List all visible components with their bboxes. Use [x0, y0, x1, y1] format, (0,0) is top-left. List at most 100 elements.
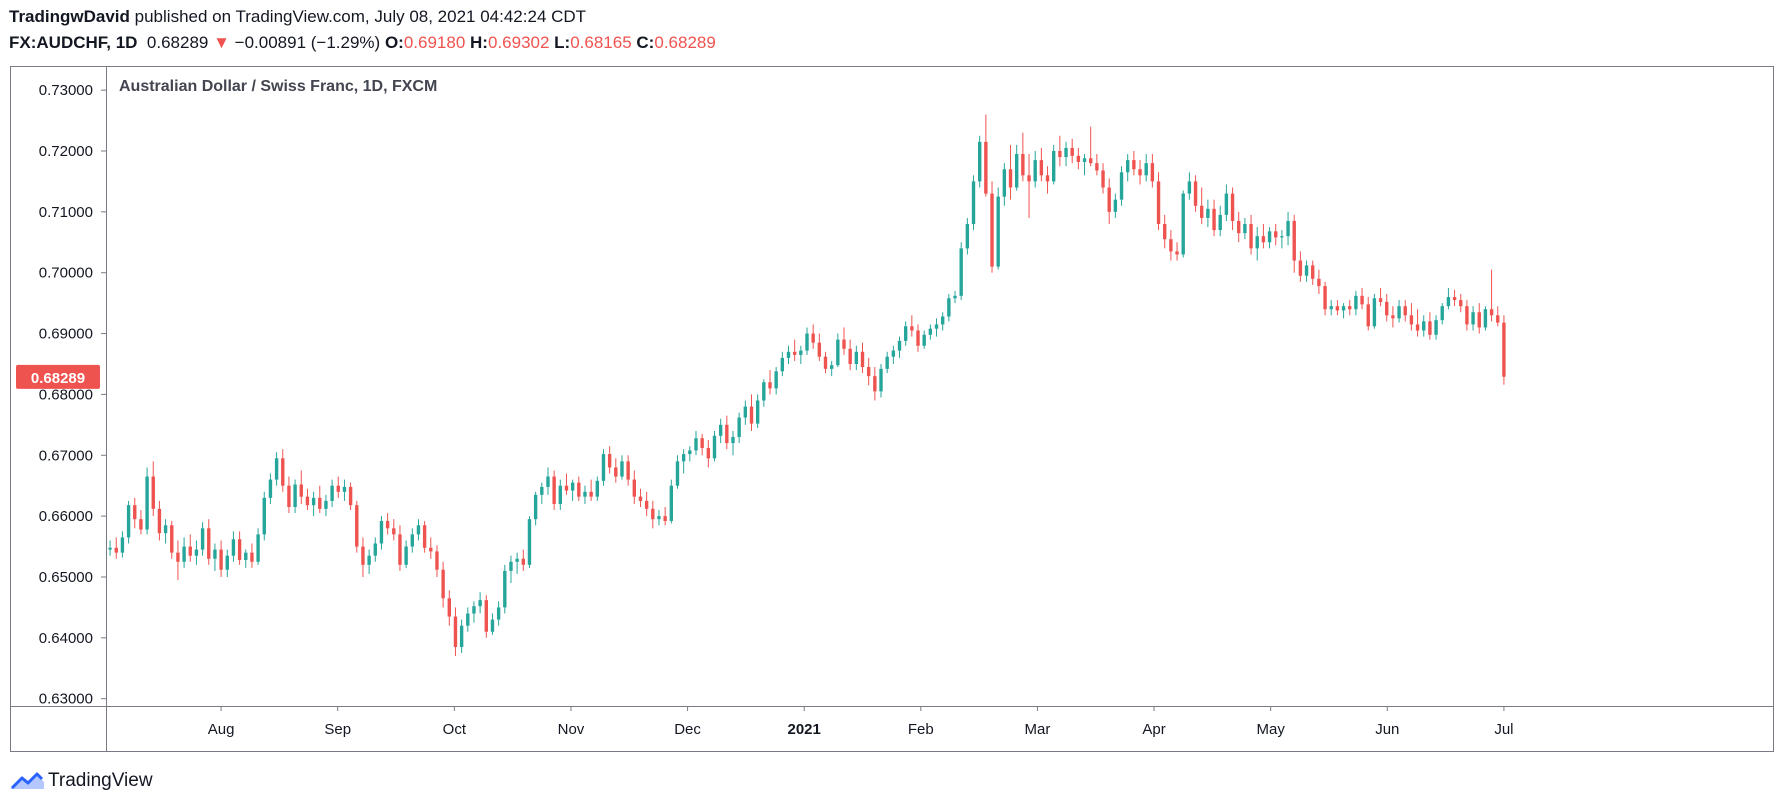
candle-body: [897, 340, 902, 351]
candle-body: [120, 537, 125, 553]
candle: [570, 479, 575, 501]
x-tick-label: Jul: [1494, 721, 1513, 738]
candle-body: [435, 551, 439, 570]
candle: [157, 500, 162, 541]
chart-frame[interactable]: Australian Dollar / Swiss Franc, 1D, FXC…: [10, 66, 1774, 752]
candle-body: [490, 619, 495, 632]
candle-body: [1138, 169, 1142, 176]
candle-body: [755, 400, 760, 424]
candle: [182, 537, 186, 568]
candle-body: [163, 525, 168, 534]
tradingview-logo[interactable]: TradingView: [10, 770, 153, 792]
candle-body: [404, 546, 408, 565]
candle-body: [1249, 224, 1253, 249]
candle-body: [601, 454, 606, 481]
candle-body: [866, 367, 871, 377]
candle-body: [1323, 286, 1327, 310]
candle: [1126, 154, 1130, 182]
candle: [484, 595, 488, 638]
candle: [1095, 154, 1099, 176]
candle: [564, 473, 569, 495]
candle-body: [632, 479, 637, 497]
candle-body: [1243, 224, 1247, 234]
candle-body: [1409, 315, 1414, 325]
candle: [644, 491, 649, 517]
candle-body: [1274, 231, 1278, 238]
candle: [811, 324, 815, 349]
candle: [1286, 211, 1290, 246]
candle: [1070, 138, 1074, 164]
candle: [1089, 126, 1093, 167]
candle: [1335, 300, 1340, 316]
candle: [416, 519, 421, 541]
candle-body: [1027, 175, 1031, 182]
candle: [1033, 150, 1037, 188]
candle-body: [108, 547, 112, 550]
candle: [842, 327, 846, 355]
candle-body: [237, 539, 242, 560]
candlestick-chart[interactable]: Australian Dollar / Swiss Franc, 1D, FXC…: [10, 66, 1774, 752]
candle: [953, 290, 957, 304]
candle-body: [1033, 160, 1037, 182]
candle: [1058, 135, 1062, 167]
candle: [1298, 251, 1303, 282]
candle-body: [718, 424, 723, 436]
candle: [1150, 154, 1155, 188]
candle-body: [589, 491, 593, 497]
candle: [984, 114, 988, 197]
x-tick-label: 2021: [788, 721, 821, 738]
published-text: published on TradingView.com, July 08, 2…: [129, 7, 587, 26]
candle: [854, 345, 859, 371]
candle-body: [1298, 260, 1303, 276]
candle: [422, 520, 427, 553]
candle: [712, 430, 717, 462]
candle: [558, 479, 562, 511]
x-tick-label: Sep: [324, 721, 351, 738]
candle: [860, 342, 865, 374]
candle-body: [1397, 306, 1401, 319]
candle: [657, 510, 661, 526]
candle-body: [1132, 160, 1136, 170]
candle: [1002, 163, 1007, 206]
candle-body: [681, 454, 686, 462]
candle-body: [663, 516, 667, 521]
last-price-badge: [16, 364, 100, 389]
candle: [1471, 306, 1475, 331]
candle-body: [1385, 301, 1389, 316]
candle-body: [854, 351, 859, 364]
candle-body: [126, 505, 131, 538]
candle: [1064, 141, 1068, 167]
candle-body: [996, 196, 1000, 267]
candle: [176, 540, 180, 581]
candle-body: [521, 558, 525, 565]
brand-name: TradingView: [48, 770, 153, 791]
candle-body: [934, 324, 939, 329]
candle: [866, 357, 871, 386]
candle: [287, 476, 291, 514]
candle: [1144, 154, 1148, 182]
x-tick-label: Nov: [558, 721, 585, 738]
candle: [1218, 205, 1222, 237]
candle-body: [805, 333, 809, 351]
candle-body: [1144, 163, 1148, 176]
candle-body: [725, 424, 729, 444]
candle-body: [694, 438, 698, 451]
price-axis[interactable]: 0.73000 0.72000 0.71000 0.70000 0.69000 0.680…: [39, 82, 106, 708]
candle-body: [1082, 158, 1087, 162]
candle: [1237, 211, 1241, 243]
candle: [731, 430, 735, 456]
author-name[interactable]: TradingwDavid: [9, 7, 130, 26]
last-price-badge-label: 0.68289: [31, 370, 85, 387]
candle-body: [1477, 312, 1481, 328]
candle-body: [712, 435, 717, 459]
candle-body: [644, 500, 649, 509]
candle-body: [503, 570, 507, 608]
candle: [318, 485, 322, 514]
candle-body: [977, 141, 982, 182]
candle-body: [1107, 187, 1111, 212]
time-axis[interactable]: Aug Sep Oct Nov Dec 2021 Feb Mar Apr May Jun Jul: [208, 706, 1514, 738]
candle: [1354, 290, 1358, 316]
candle: [108, 540, 112, 556]
high-label: H:: [470, 33, 488, 52]
candle-body: [299, 484, 303, 497]
